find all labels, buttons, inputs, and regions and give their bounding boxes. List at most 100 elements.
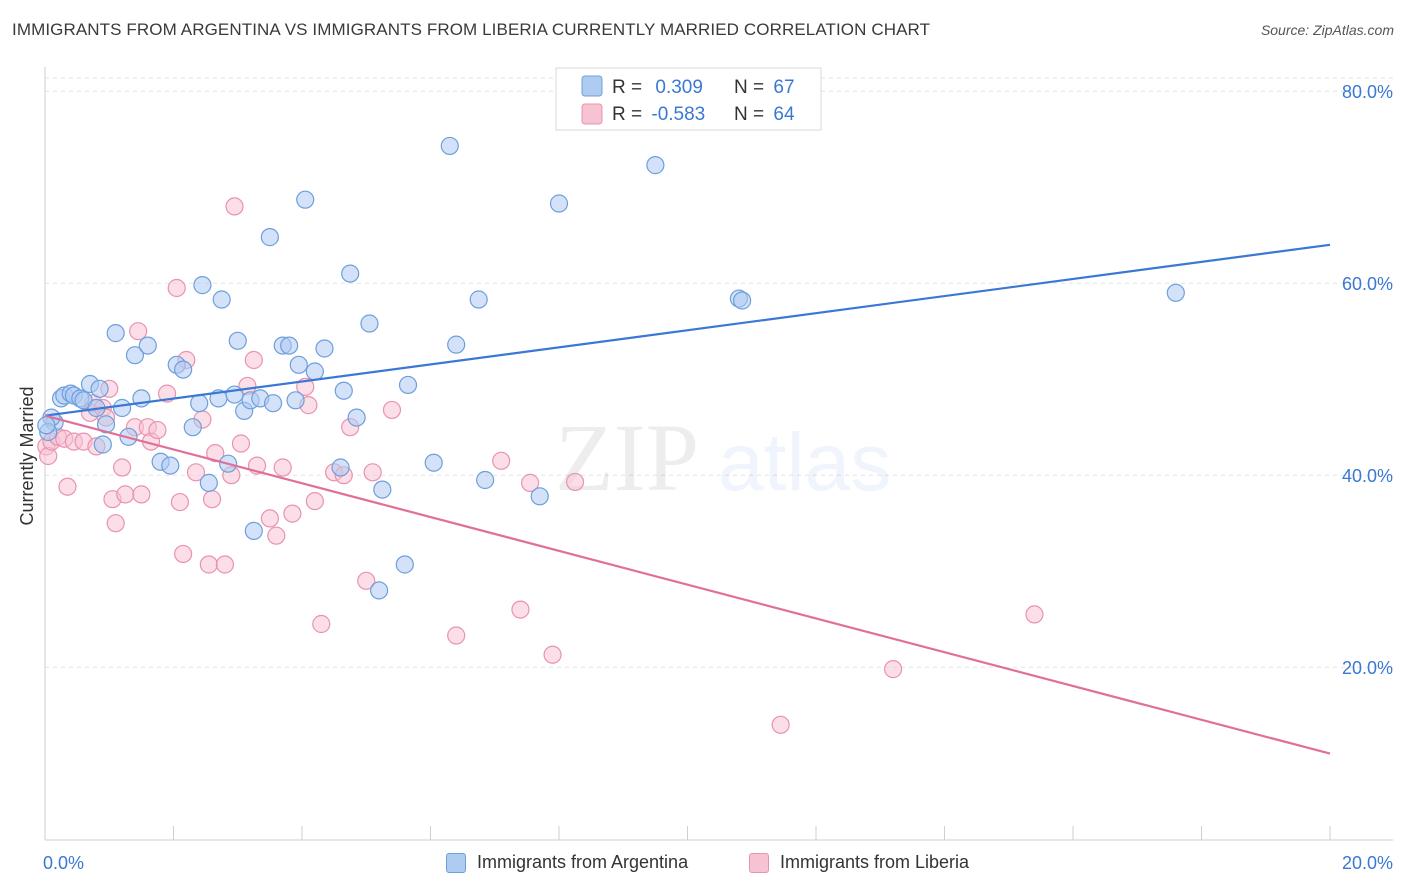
liberia-point [771,715,790,734]
legend-swatch-liberia [749,852,769,873]
liberia-point [565,472,585,492]
watermark-atlas: atlas [718,417,891,508]
liberia-point [106,514,125,533]
argentina-point [212,290,231,309]
liberia-point [357,571,376,590]
legend-label-liberia: Immigrants from Liberia [780,852,970,872]
liberia-point [283,504,302,523]
liberia-point [186,463,206,482]
argentina-point [244,521,263,540]
liberia-point [520,473,540,492]
argentina-point [549,194,569,213]
y-tick-label: 20.0% [1342,658,1393,678]
argentina-point [646,156,665,175]
stats-swatch-argentina [581,75,603,97]
argentina-points [37,136,1185,600]
liberia-trendline [44,414,1331,755]
bottom-legend: Immigrants from Argentina Immigrants fro… [0,852,1406,878]
stats-n-label-argentina: N = [734,77,769,98]
argentina-point [93,435,112,454]
tick-labels: 20.0% 40.0% 60.0% 80.0% 0.0% 20.0% [43,82,1393,873]
liberia-point [148,420,167,440]
liberia-point [116,485,135,504]
liberia-point [447,626,466,645]
argentina-point [263,394,283,413]
argentina-point [199,473,218,492]
argentina-point [106,324,125,343]
argentina-point [260,228,279,247]
argentina-point [341,264,360,283]
argentina-point [530,487,549,506]
argentina-point [476,470,495,490]
watermark-zip: ZIP [555,404,699,511]
liberia-point [511,600,530,619]
liberia-point [174,544,193,564]
stats-legend: R = 0.309 N = 67 R = -0.583 N = 64 [555,67,822,131]
y-tick-label: 80.0% [1342,82,1393,102]
liberia-point [273,458,292,477]
liberia-point [363,463,382,482]
stats-n-value-liberia: 64 [773,104,795,125]
y-axis-label: Currently Married [17,386,37,525]
argentina-point [289,355,308,374]
y-tick-label: 40.0% [1342,466,1393,486]
liberia-point [883,660,903,679]
argentina-point [90,379,109,398]
argentina-point [424,453,443,472]
argentina-point [398,375,418,395]
argentina-point [331,458,350,477]
argentina-point [228,331,247,350]
liberia-point [543,645,562,664]
liberia-point [267,526,286,545]
stats-n-label-liberia: N = [734,104,769,125]
stats-r-label-argentina: R = [612,77,647,98]
stats-r-value-liberia: -0.583 [651,104,705,125]
argentina-point [447,335,466,354]
liberia-point [225,197,244,216]
svg-text:R = 0.309: R = 0.309 [612,77,703,98]
grid-layer [45,77,1393,668]
argentina-point [360,314,379,333]
liberia-point [231,434,251,453]
liberia-point [199,555,218,574]
argentina-point [296,190,315,209]
argentina-point [112,398,132,418]
liberia-point [206,444,225,463]
argentina-point [138,336,157,355]
liberia-point [170,492,190,512]
liberia-point [382,400,402,420]
y-tick-label: 60.0% [1342,274,1393,294]
legend-swatch-argentina [446,852,466,873]
argentina-point [373,480,392,499]
argentina-point [334,381,353,400]
argentina-point [395,555,414,574]
argentina-trendline [44,243,1331,417]
liberia-point [202,490,222,509]
liberia-point [492,451,511,470]
liberia-point [167,278,186,298]
argentina-point [1166,283,1185,302]
liberia-point [260,509,279,528]
argentina-point [161,456,180,475]
liberia-point [1025,605,1044,624]
liberia-point [112,458,132,477]
svg-text:N = 64: N = 64 [734,104,795,125]
argentina-point [469,290,488,309]
stats-r-value-argentina: 0.309 [655,77,703,98]
x-tick-label-max: 20.0% [1342,853,1393,873]
argentina-point [125,346,145,365]
argentina-point [193,276,212,295]
liberia-point [132,485,151,504]
liberia-point [244,350,263,370]
trend-lines [44,243,1331,755]
argentina-point [190,394,209,413]
legend-item-argentina[interactable]: Immigrants from Argentina [446,852,688,873]
argentina-point [37,416,56,435]
liberia-point [305,492,324,511]
argentina-point [286,391,305,410]
argentina-point [440,136,459,156]
argentina-point [183,418,202,437]
liberia-point [58,477,77,496]
legend-item-liberia[interactable]: Immigrants from Liberia [749,852,969,873]
x-tick-label-min: 0.0% [43,853,84,873]
